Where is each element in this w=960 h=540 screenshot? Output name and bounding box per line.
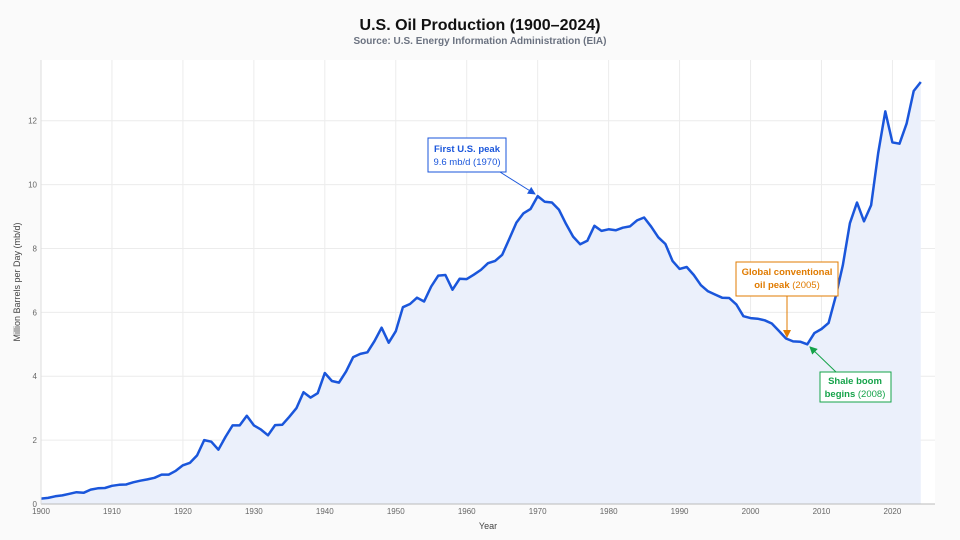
svg-text:First U.S. peak: First U.S. peak xyxy=(434,144,501,155)
x-tick-label: 1910 xyxy=(103,507,121,516)
y-tick-label: 8 xyxy=(33,244,38,253)
y-tick-label: 2 xyxy=(33,436,38,445)
x-tick-label: 1900 xyxy=(32,507,50,516)
y-tick-label: 0 xyxy=(33,500,38,509)
annotation-first-peak: First U.S. peak 9.6 mb/d (1970) xyxy=(427,137,536,195)
y-tick-label: 4 xyxy=(33,372,38,381)
y-tick-label: 10 xyxy=(28,181,37,190)
x-tick-label: 1950 xyxy=(387,507,405,516)
chart-subtitle: Source: U.S. Energy Information Administ… xyxy=(354,36,607,47)
x-tick-label: 1930 xyxy=(245,507,263,516)
x-tick-label: 2020 xyxy=(884,507,902,516)
x-tick-label: 2000 xyxy=(742,507,760,516)
svg-text:Shale boom: Shale boom xyxy=(828,376,882,387)
svg-text:begins (2008): begins (2008) xyxy=(825,389,886,400)
x-tick-label: 1940 xyxy=(316,507,334,516)
production-line xyxy=(40,81,922,500)
svg-text:oil peak (2005): oil peak (2005) xyxy=(754,280,819,291)
svg-text:9.6 mb/d (1970): 9.6 mb/d (1970) xyxy=(433,157,500,168)
annotation-shale-boom: Shale boom begins (2008) xyxy=(809,346,892,403)
area-fill xyxy=(41,82,921,504)
x-tick-label: 1920 xyxy=(174,507,192,516)
annotation-global-peak: Global conventional oil peak (2005) xyxy=(735,261,839,338)
x-tick-label: 1970 xyxy=(529,507,547,516)
chart-title: U.S. Oil Production (1900–2024) xyxy=(360,17,601,34)
x-tick-label: 2010 xyxy=(813,507,831,516)
x-tick-label: 1960 xyxy=(458,507,476,516)
svg-text:Global conventional: Global conventional xyxy=(742,267,833,278)
y-tick-label: 12 xyxy=(28,117,37,126)
x-tick-label: 1990 xyxy=(671,507,689,516)
y-tick-label: 6 xyxy=(33,308,38,317)
x-tick-label: 1980 xyxy=(600,507,618,516)
y-axis-label: Million Barrels per Day (mb/d) xyxy=(12,222,22,341)
x-axis-label: Year xyxy=(479,521,497,531)
